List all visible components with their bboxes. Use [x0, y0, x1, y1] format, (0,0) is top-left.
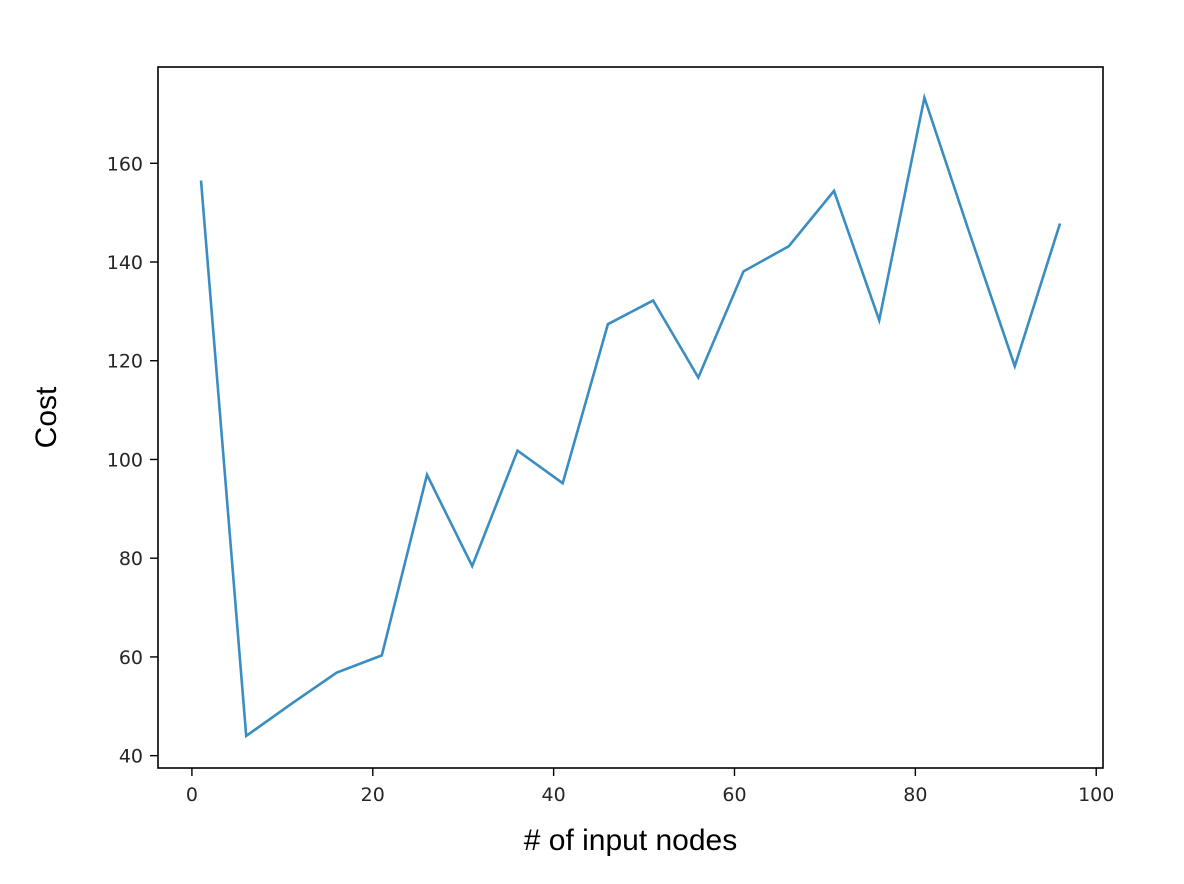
y-tick-label: 80 — [119, 548, 143, 570]
x-axis-ticks: 0 20 40 60 80 100 — [186, 768, 1114, 806]
series-layer — [199, 92, 1062, 739]
y-axis-ticks: 40 60 80 100 120 140 160 — [107, 153, 158, 768]
x-tick-label: 40 — [542, 784, 566, 806]
y-tick-label: 100 — [107, 449, 143, 471]
x-axis-label: # of input nodes — [524, 824, 738, 857]
x-tick-label: 0 — [186, 784, 198, 806]
series-line — [199, 92, 1062, 739]
y-axis-label: Cost — [30, 386, 63, 448]
plot-frame — [157, 66, 1104, 769]
y-tick-label: 40 — [119, 746, 143, 768]
y-tick-label: 140 — [107, 252, 143, 274]
x-tick-label: 20 — [361, 784, 385, 806]
x-tick-label: 80 — [903, 784, 927, 806]
y-tick-label: 60 — [119, 647, 143, 669]
x-tick-label: 60 — [722, 784, 746, 806]
y-tick-label: 120 — [107, 351, 143, 373]
y-tick-label: 160 — [107, 153, 143, 175]
x-tick-label: 100 — [1078, 784, 1114, 806]
